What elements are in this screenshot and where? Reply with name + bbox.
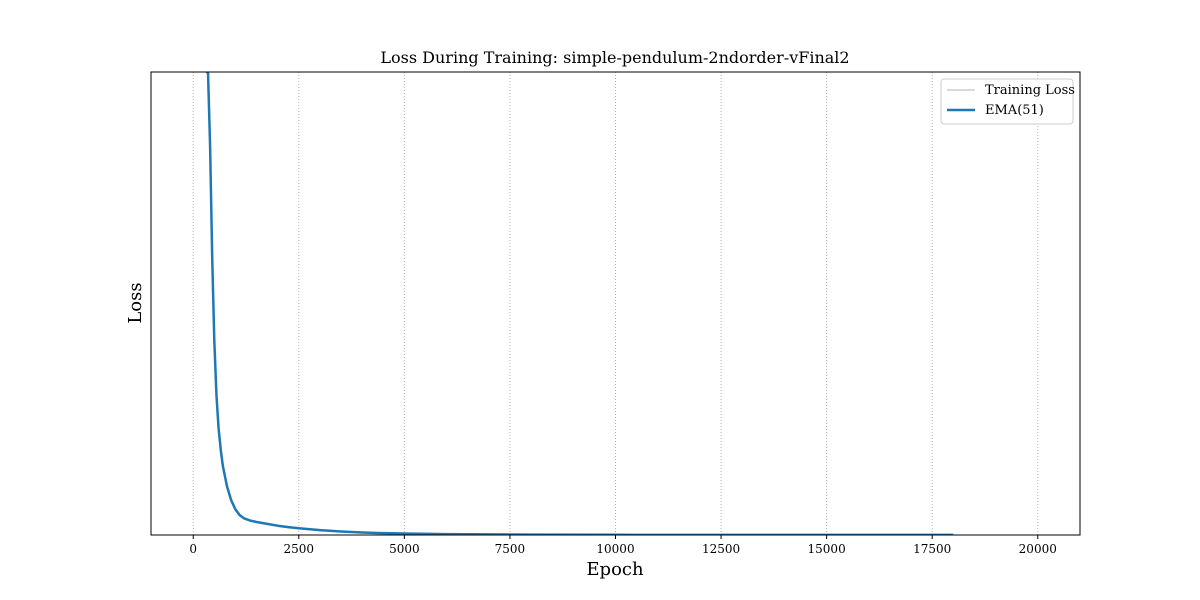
series-line-ema-51 xyxy=(205,72,954,535)
series-layer xyxy=(205,72,954,535)
x-ticks: 0 2500 5000 7500 10000 12500 15000 17500 20000 xyxy=(189,535,1057,556)
x-tick-label-7500: 7500 xyxy=(495,542,526,556)
x-tick-label-15000: 15000 xyxy=(808,542,846,556)
legend: Training Loss EMA(51) xyxy=(940,78,1075,125)
x-tick-label-10000: 10000 xyxy=(596,542,634,556)
x-tick-label-20000: 20000 xyxy=(1019,542,1057,556)
x-grid xyxy=(192,72,1039,535)
x-axis-label: Epoch xyxy=(586,559,644,580)
x-tick-label-2500: 2500 xyxy=(284,542,315,556)
chart-title: Loss During Training: simple-pendulum-2n… xyxy=(380,48,849,67)
plot-frame xyxy=(150,71,1081,536)
x-tick-label-17500: 17500 xyxy=(913,542,951,556)
legend-entry-ema: EMA(51) xyxy=(985,103,1044,118)
x-tick-label-12500: 12500 xyxy=(702,542,740,556)
x-tick-label-0: 0 xyxy=(189,542,197,556)
y-axis-label: Loss xyxy=(125,282,146,323)
legend-entry-training-loss: Training Loss xyxy=(985,83,1075,98)
x-tick-label-5000: 5000 xyxy=(389,542,420,556)
